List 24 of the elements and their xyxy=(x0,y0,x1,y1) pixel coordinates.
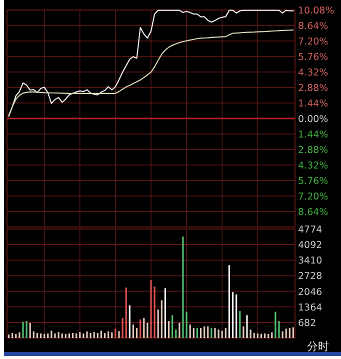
y-tick-label: 10.08% xyxy=(298,6,334,16)
y-tick-label: 3410 xyxy=(298,256,322,267)
y-tick-label: 1364 xyxy=(298,302,322,314)
y-tick-label: 1.44% xyxy=(298,98,328,110)
line-series xyxy=(8,29,294,116)
y-tick-label: 4774 xyxy=(298,224,322,236)
text: 分时 xyxy=(307,340,329,353)
y-tick-label: 7.20% xyxy=(298,36,328,48)
y-tick-label: 8.64% xyxy=(298,207,328,218)
y-tick-label: 4092 xyxy=(298,240,322,252)
y-tick-label: 2.88% xyxy=(298,83,328,94)
y-tick-label: 8.64% xyxy=(298,21,328,32)
line-series xyxy=(8,10,294,117)
y-tick-label: 1.44% xyxy=(298,130,328,140)
y-tick-label: 0.00% xyxy=(298,114,328,125)
y-tick-label: 5.76% xyxy=(298,176,328,187)
y-tick-label: 2.88% xyxy=(298,145,328,156)
y-tick-label: 7.20% xyxy=(298,192,328,202)
y-tick-label: 5.76% xyxy=(298,52,328,63)
y-tick-label: 2046 xyxy=(298,286,322,298)
y-tick-label: 4.32% xyxy=(298,160,328,172)
y-tick-label: 2728 xyxy=(298,271,322,282)
y-tick-label: 4.32% xyxy=(298,68,328,78)
y-tick-label: 682 xyxy=(298,318,316,329)
